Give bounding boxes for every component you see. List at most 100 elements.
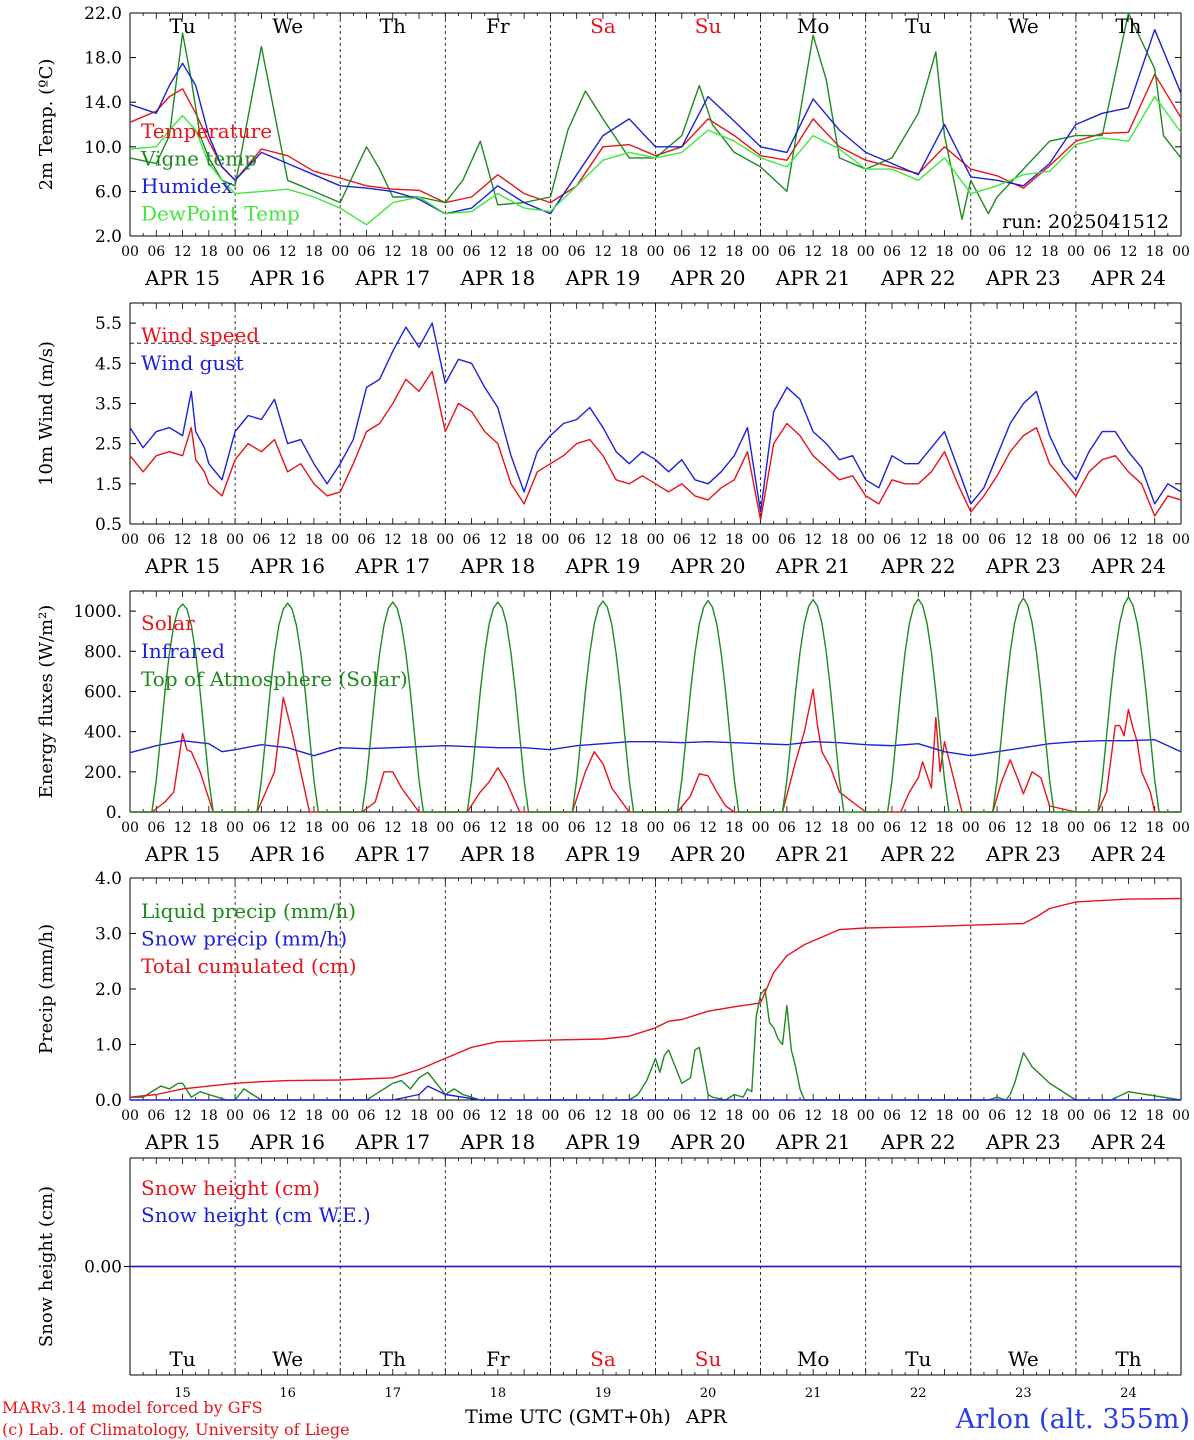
x-tick-label: 06	[147, 1108, 165, 1124]
x-tick-label: 18	[410, 532, 428, 548]
weekday-label: Mo	[797, 14, 830, 38]
weekday-label: Su	[695, 1347, 722, 1371]
x-tick-label: 12	[279, 1108, 297, 1124]
x-tick-label: 18	[515, 820, 533, 836]
model-credit: MARv3.14 model forced by GFS	[2, 1398, 263, 1417]
x-tick-label: 18	[831, 820, 849, 836]
x-tick-label: 12	[384, 244, 402, 260]
legend-entry: Infrared	[141, 639, 225, 663]
x-tick-label: 18	[620, 1108, 638, 1124]
weekday-label: Tu	[905, 14, 931, 38]
legend-entry: Wind gust	[141, 351, 244, 375]
date-label: APR 16	[249, 842, 325, 866]
x-tick-label: 00	[331, 820, 349, 836]
x-tick-label: 06	[988, 244, 1006, 260]
x-tick-label: 00	[226, 532, 244, 548]
x-tick-label: 00	[1067, 532, 1085, 548]
x-tick-label: 00	[857, 820, 875, 836]
x-tick-label: 00	[1172, 532, 1190, 548]
x-tick-label: 18	[831, 532, 849, 548]
x-tick-label: 12	[174, 820, 192, 836]
date-label: APR 19	[565, 842, 641, 866]
x-tick-label: 12	[909, 1108, 927, 1124]
x-tick-label: 12	[594, 244, 612, 260]
y-tick-label: 10.0	[84, 138, 122, 158]
panel-2: 0.5 1.5 2.5 3.5 4.5 5.5 10m Wind (m/s) Wind spe…	[36, 302, 1190, 578]
x-tick-label: 00	[331, 532, 349, 548]
x-tick-label: 06	[252, 1108, 270, 1124]
x-tick-label: 12	[804, 244, 822, 260]
x-tick-label: 06	[358, 1108, 376, 1124]
x-tick-label: 18	[1041, 532, 1059, 548]
x-tick-label: 18	[200, 532, 218, 548]
x-tick-label: 06	[568, 1108, 586, 1124]
y-tick-label: 0.	[106, 803, 122, 823]
date-label: APR 17	[354, 554, 430, 578]
weekday-label: We	[272, 1347, 303, 1371]
x-tick-label: 06	[1093, 532, 1111, 548]
x-tick-label: 06	[463, 244, 481, 260]
weekday-label: Sa	[590, 1347, 616, 1371]
x-tick-label: 18	[305, 820, 323, 836]
date-label: APR 24	[1090, 842, 1166, 866]
date-label: APR 23	[985, 842, 1061, 866]
x-tick-label: 06	[778, 532, 796, 548]
weekday-label: Th	[1115, 1347, 1141, 1371]
date-label: APR 15	[144, 842, 220, 866]
x-tick-label: 18	[620, 820, 638, 836]
x-tick-label: 12	[384, 1108, 402, 1124]
legend-entry: Snow precip (mm/h)	[141, 927, 347, 951]
panel-5: 0.00 Snow height (cm) Snow height (cm) Snow…	[36, 1157, 1182, 1376]
y-tick-label: 4.5	[95, 354, 122, 374]
x-tick-label: 00	[436, 1108, 454, 1124]
x-tick-label: 12	[804, 532, 822, 548]
x-tick-label: 06	[358, 244, 376, 260]
x-tick-label: 00	[962, 244, 980, 260]
series-line	[129, 12, 1182, 221]
x-tick-label: 00	[1172, 1108, 1190, 1124]
x-tick-label: 12	[1120, 532, 1138, 548]
date-label: APR 21	[775, 1130, 851, 1154]
x-tick-label: 12	[699, 532, 717, 548]
x-tick-label: 18	[725, 532, 743, 548]
x-tick-label: 12	[489, 532, 507, 548]
weekday-label: Tu	[905, 1347, 931, 1371]
x-tick-label: 12	[909, 820, 927, 836]
date-label: APR 19	[565, 1130, 641, 1154]
series-line	[130, 1085, 1181, 1101]
y-tick-label: 2.5	[95, 435, 122, 455]
x-tick-label: 18	[200, 244, 218, 260]
x-tick-label: 18	[410, 1108, 428, 1124]
x-tick-label: 06	[988, 820, 1006, 836]
x-tick-label: 06	[463, 820, 481, 836]
y-tick-label: 0.5	[95, 515, 122, 535]
x-tick-label: 06	[252, 244, 270, 260]
lab-credit: (c) Lab. of Climatology, University of L…	[2, 1420, 350, 1439]
weekday-label: Fr	[486, 14, 510, 38]
y-axis-title: Precip (mm/h)	[36, 924, 57, 1054]
date-label: APR 18	[459, 266, 535, 290]
day-number-label: 18	[490, 1386, 507, 1401]
x-tick-label: 00	[541, 820, 559, 836]
panel-4: 0.0 1.0 2.0 3.0 4.0 Precip (mm/h) Liquid preci…	[36, 869, 1190, 1154]
x-tick-label: 00	[121, 532, 139, 548]
y-tick-label: 3.5	[95, 394, 122, 414]
date-label: APR 24	[1090, 1130, 1166, 1154]
x-tick-label: 00	[541, 1108, 559, 1124]
x-tick-label: 18	[1146, 532, 1164, 548]
x-tick-label: 12	[699, 1108, 717, 1124]
x-tick-label: 12	[699, 820, 717, 836]
x-tick-label: 18	[305, 1108, 323, 1124]
x-tick-label: 00	[1172, 244, 1190, 260]
x-tick-label: 00	[752, 820, 770, 836]
date-label: APR 17	[354, 842, 430, 866]
date-label: APR 20	[670, 554, 746, 578]
x-tick-label: 00	[962, 1108, 980, 1124]
x-tick-label: 18	[936, 244, 954, 260]
day-number-label: 21	[805, 1386, 822, 1401]
x-tick-label: 12	[384, 820, 402, 836]
x-tick-label: 12	[804, 820, 822, 836]
x-tick-label: 18	[1146, 820, 1164, 836]
y-tick-label: 200.	[84, 763, 122, 783]
date-label: APR 19	[565, 554, 641, 578]
